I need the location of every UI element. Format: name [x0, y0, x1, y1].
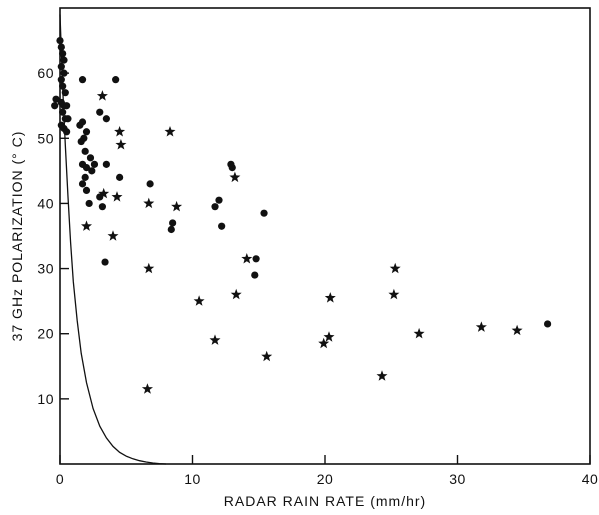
plot-frame	[59, 7, 591, 465]
x-tick-label: 30	[449, 471, 466, 487]
star-point	[261, 350, 273, 362]
circle-point	[102, 160, 110, 168]
star-point	[318, 337, 330, 349]
star-point	[475, 321, 487, 332]
circle-point	[57, 63, 65, 71]
circle-point	[61, 89, 69, 97]
star-point	[143, 197, 155, 209]
circle-point	[211, 203, 219, 211]
y-tick-label: 40	[37, 195, 54, 211]
circle-point	[78, 76, 87, 84]
star-point	[164, 126, 176, 137]
circle-point	[228, 164, 236, 172]
star-point	[115, 139, 127, 150]
x-tick-label: 40	[582, 471, 599, 487]
circle-point	[63, 102, 71, 110]
circle-point	[215, 196, 223, 204]
circle-point	[101, 258, 109, 266]
star-point	[98, 187, 110, 199]
circle-point	[57, 76, 65, 84]
y-tick-label: 60	[37, 65, 54, 81]
x-axis-title: RADAR RAIN RATE (mm/hr)	[224, 493, 426, 509]
circle-point	[82, 186, 91, 194]
y-tick-label: 50	[37, 130, 54, 146]
circle-point	[52, 95, 60, 103]
circle-point	[78, 118, 87, 126]
circle-point	[82, 164, 91, 172]
star-point	[96, 90, 108, 101]
circle-point	[59, 82, 67, 90]
circle-point	[60, 56, 68, 64]
star-point	[111, 191, 123, 202]
circle-point	[116, 173, 124, 181]
y-axis-tick-labels: 10 20 30 40 50 60	[37, 65, 54, 407]
star-point	[388, 288, 400, 300]
circle-point	[251, 271, 259, 279]
y-axis-title: 37 GHz POLARIZATION (° C)	[9, 131, 25, 342]
x-tick-label: 20	[317, 471, 334, 487]
circle-point	[64, 115, 72, 123]
circle-point	[85, 199, 93, 208]
circle-point	[81, 173, 89, 181]
circle-point	[59, 50, 67, 58]
circle-point	[88, 167, 96, 175]
circle-point	[78, 180, 87, 188]
circle-point	[146, 180, 154, 188]
circle-point	[81, 147, 89, 155]
circle-point	[63, 128, 71, 136]
circle-point	[169, 219, 177, 227]
circle-point	[57, 43, 65, 51]
star-point	[114, 126, 126, 137]
star-point	[413, 327, 425, 339]
star-point	[511, 324, 523, 336]
circle-point	[252, 255, 260, 263]
circle-point	[544, 320, 552, 328]
x-axis-tick-labels: 0 10 20 30 40	[56, 471, 598, 487]
x-tick-label: 0	[56, 471, 64, 487]
star-point	[171, 200, 183, 212]
x-axis-ticks	[59, 455, 591, 464]
star-point	[241, 253, 253, 264]
circle-point	[167, 225, 175, 234]
circle-point	[218, 222, 226, 230]
y-tick-label: 30	[37, 261, 54, 277]
star-point	[143, 262, 155, 274]
star-point	[141, 383, 153, 394]
circle-point	[260, 209, 268, 217]
circle-point	[60, 69, 68, 77]
circle-point	[96, 108, 104, 116]
star-point	[193, 295, 205, 306]
circle-point	[112, 76, 120, 84]
y-tick-label: 20	[37, 326, 54, 342]
star-point	[107, 230, 119, 241]
model-curve-layer	[59, 14, 167, 465]
circle-point	[82, 128, 91, 136]
circle-point	[56, 36, 64, 45]
circle-point	[86, 154, 95, 162]
star-point	[81, 220, 92, 231]
star-point	[324, 292, 336, 303]
circle-point	[90, 160, 99, 168]
star-point	[230, 288, 242, 300]
circle-point	[98, 203, 106, 211]
star-point	[323, 331, 335, 342]
circle-point	[51, 102, 59, 110]
y-tick-label: 10	[37, 391, 54, 407]
x-tick-label: 10	[184, 471, 201, 487]
star-point	[209, 334, 221, 345]
star-point	[229, 171, 241, 183]
data-points-layer	[51, 36, 552, 394]
circle-point	[102, 115, 110, 123]
star-point	[389, 262, 401, 274]
circle-point	[77, 137, 85, 146]
model-curve	[59, 14, 167, 465]
star-point	[376, 370, 388, 381]
circle-point	[59, 108, 67, 116]
